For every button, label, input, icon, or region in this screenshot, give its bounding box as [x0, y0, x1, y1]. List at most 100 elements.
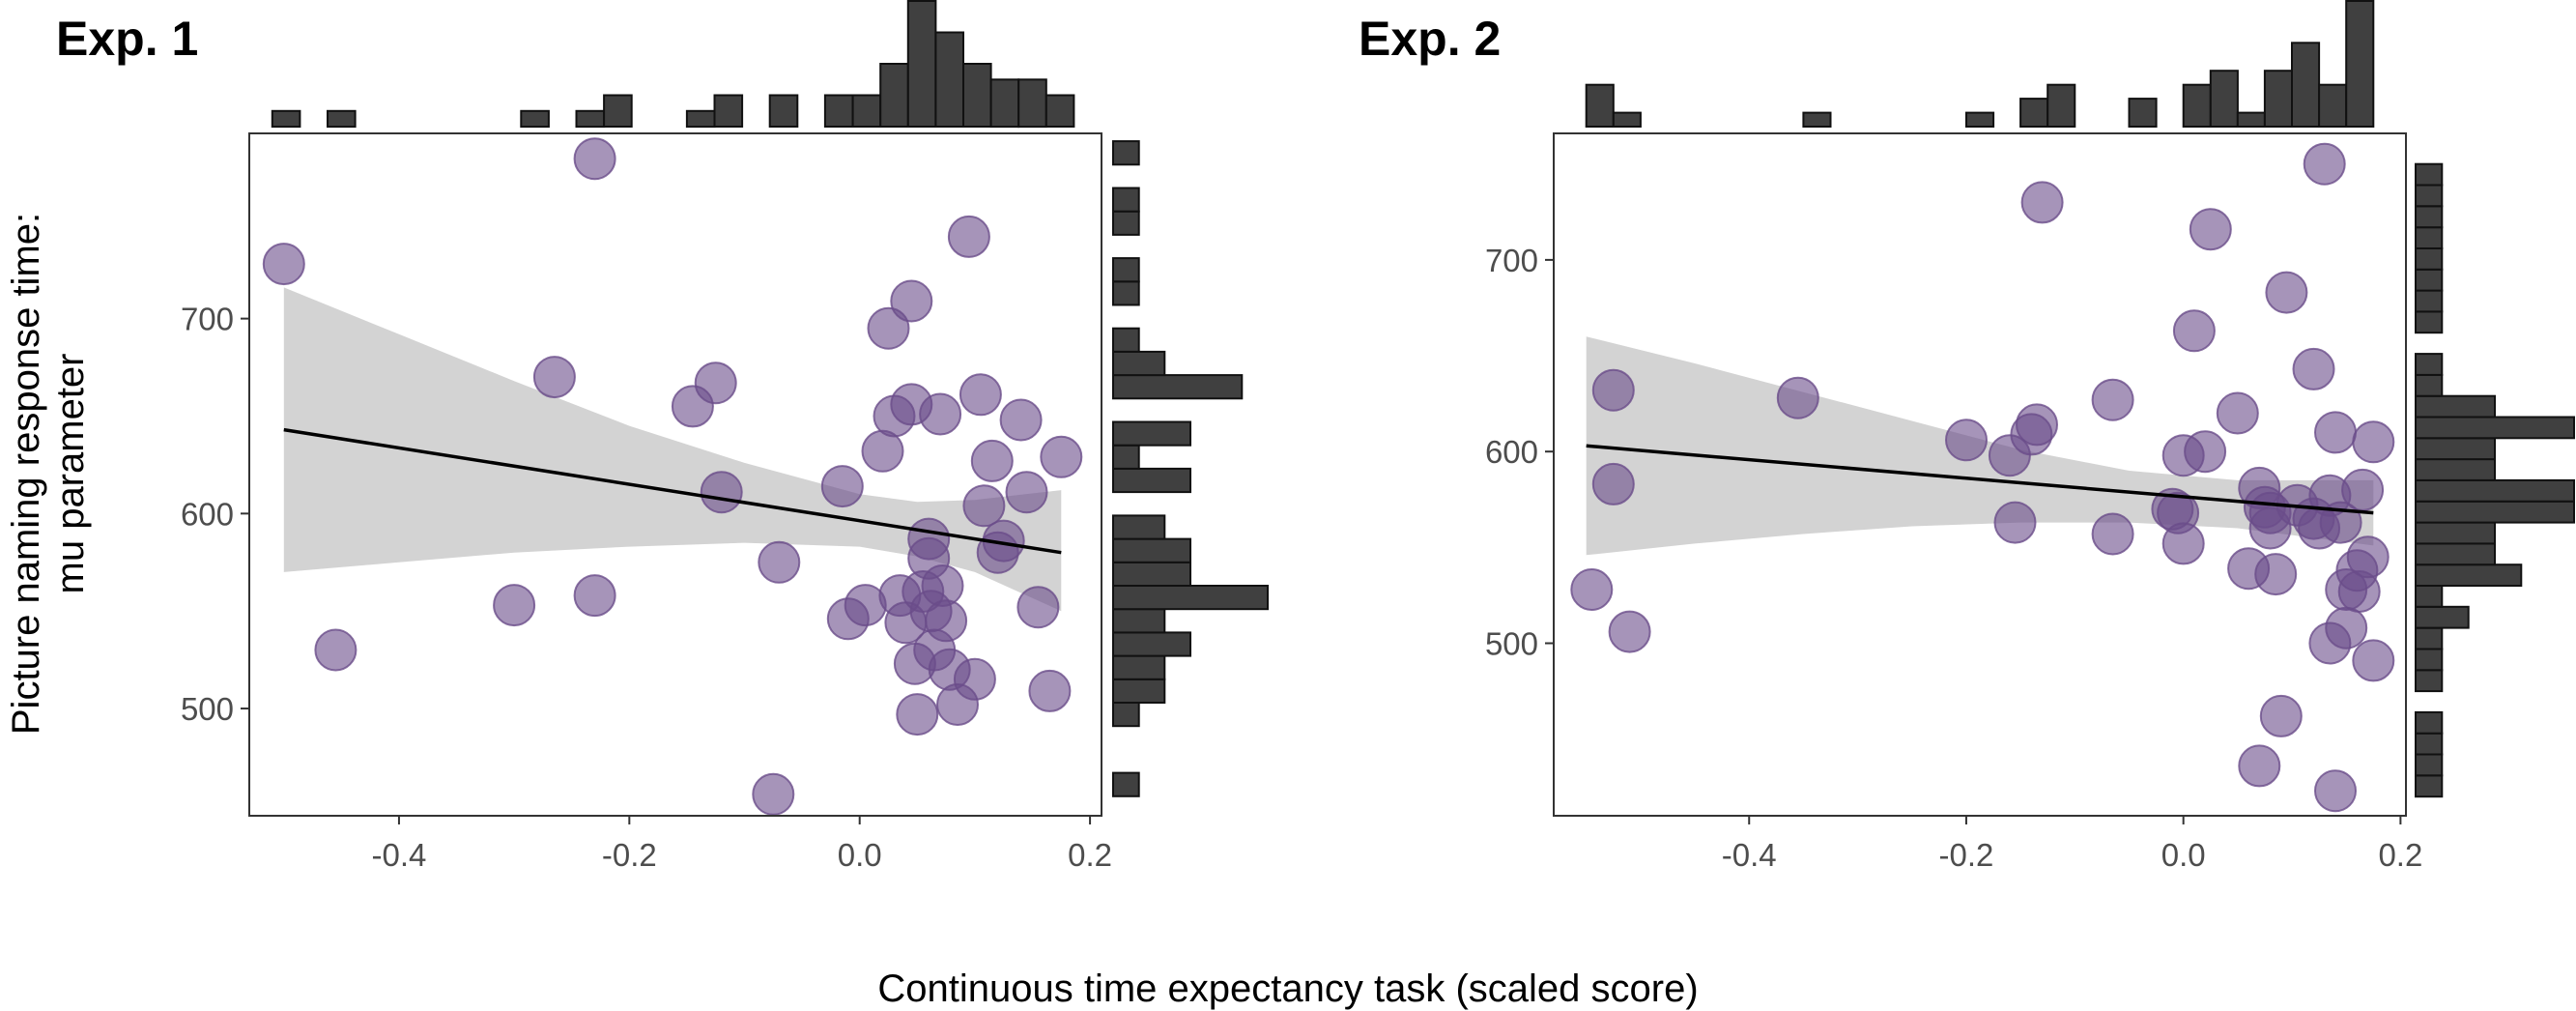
x-tick-label: -0.4	[372, 837, 427, 873]
y-histogram-bar	[1112, 257, 1140, 283]
data-point	[2091, 378, 2134, 421]
x-histogram-bar	[906, 0, 937, 128]
panel-title-exp1: Exp. 1	[56, 12, 198, 66]
x-histogram-bar	[851, 94, 882, 128]
y-marginal-histogram-exp1	[1112, 140, 1269, 797]
y-histogram-bar	[2415, 500, 2575, 524]
x-histogram-bar	[271, 109, 301, 129]
y-histogram-bar	[2415, 605, 2470, 629]
data-point	[1028, 669, 1072, 712]
x-histogram-bar	[2128, 98, 2158, 128]
x-tick-label: -0.2	[1939, 837, 1994, 873]
x-marginal-histogram-exp2	[1585, 0, 2375, 128]
y-histogram-bar	[2415, 521, 2496, 545]
data-point	[314, 628, 358, 672]
x-histogram-bar	[685, 109, 716, 129]
y-histogram-bar	[1112, 187, 1140, 213]
x-axis-ticks-exp2: -0.4 -0.2 0.0 0.2	[1722, 816, 2422, 873]
plot-frame-exp1	[248, 132, 1102, 817]
data-point	[1005, 471, 1048, 514]
y-axis-title-line2: mu parameter	[49, 354, 92, 594]
plot-frame-exp2	[1553, 132, 2407, 817]
data-point	[1040, 435, 1083, 478]
data-point	[2352, 420, 2395, 464]
panel-exp2: Exp. 2 -0.4 -0.2 0.0 0.2 500 600 700	[1359, 0, 2575, 873]
data-point	[1776, 376, 1819, 419]
data-point	[700, 471, 743, 514]
x-histogram-bar	[2318, 83, 2348, 128]
data-point	[959, 373, 1002, 417]
x-histogram-bar	[1612, 111, 1642, 128]
y-histogram-bar	[1112, 608, 1166, 634]
data-point	[2184, 430, 2227, 474]
panel-title-exp2: Exp. 2	[1359, 12, 1501, 66]
y-histogram-bar	[1112, 537, 1191, 563]
data-point	[2161, 522, 2205, 565]
x-histogram-bar	[603, 94, 633, 128]
data-point	[262, 243, 305, 286]
regression-line	[283, 427, 1062, 555]
x-histogram-bar	[327, 109, 357, 129]
y-histogram-bar	[2415, 626, 2444, 650]
data-point	[896, 693, 939, 737]
y-histogram-bar	[1112, 585, 1269, 611]
y-histogram-bar	[1112, 702, 1140, 728]
y-histogram-bar	[2415, 289, 2444, 313]
data-point	[919, 392, 962, 436]
data-point	[2314, 411, 2357, 454]
data-point	[2292, 347, 2335, 390]
y-histogram-bar	[2415, 774, 2444, 798]
data-point	[820, 465, 864, 508]
y-histogram-bar	[2415, 563, 2523, 588]
data-point	[999, 398, 1043, 442]
x-histogram-bar	[962, 63, 992, 128]
x-histogram-bar	[2182, 83, 2212, 128]
data-point	[752, 772, 795, 816]
y-histogram-bar	[1112, 327, 1140, 353]
x-histogram-bar	[2236, 111, 2266, 128]
data-point	[2346, 535, 2390, 579]
x-histogram-bar	[879, 63, 909, 128]
y-axis-ticks-exp1: 500 600 700	[181, 302, 249, 727]
x-histogram-bar	[823, 94, 854, 128]
y-histogram-bar	[1112, 280, 1140, 306]
data-point	[962, 484, 1006, 528]
data-point	[970, 439, 1014, 482]
y-histogram-bar	[1112, 654, 1166, 680]
data-point	[758, 540, 801, 584]
x-tick-label: 0.2	[2378, 837, 2422, 873]
data-point	[890, 279, 933, 323]
data-point	[573, 137, 616, 181]
data-point	[2091, 512, 2134, 556]
y-histogram-bar	[1112, 771, 1140, 797]
x-histogram-bar	[2263, 70, 2293, 128]
y-histogram-bar	[2415, 353, 2444, 376]
fit-line-layer	[1586, 444, 2374, 515]
data-point	[947, 215, 990, 258]
y-histogram-bar	[2415, 732, 2444, 756]
x-histogram-bar	[2345, 0, 2375, 128]
x-histogram-bar	[1802, 111, 1832, 128]
data-point	[2341, 468, 2385, 511]
y-tick-label: 500	[181, 691, 234, 727]
y-tick-label: 700	[181, 302, 234, 337]
confidence-band-layer	[283, 287, 1062, 612]
y-histogram-bar	[2415, 585, 2444, 608]
regression-line	[1586, 444, 2374, 515]
data-point	[2238, 744, 2281, 788]
data-point	[1993, 501, 2037, 544]
data-point	[2016, 403, 2058, 447]
y-marginal-histogram-exp2	[2415, 162, 2575, 798]
x-histogram-bar	[1017, 78, 1047, 129]
y-histogram-bar	[2415, 669, 2444, 693]
y-histogram-bar	[1112, 350, 1166, 377]
data-point	[867, 306, 910, 350]
data-point	[1591, 368, 1635, 412]
x-histogram-bar	[1045, 94, 1075, 128]
x-histogram-bar	[2019, 98, 2049, 128]
y-tick-label: 700	[1485, 243, 1538, 278]
y-histogram-bar	[2415, 373, 2444, 397]
data-point	[2259, 694, 2303, 737]
y-histogram-bar	[2415, 247, 2444, 271]
y-histogram-bar	[1112, 678, 1166, 704]
